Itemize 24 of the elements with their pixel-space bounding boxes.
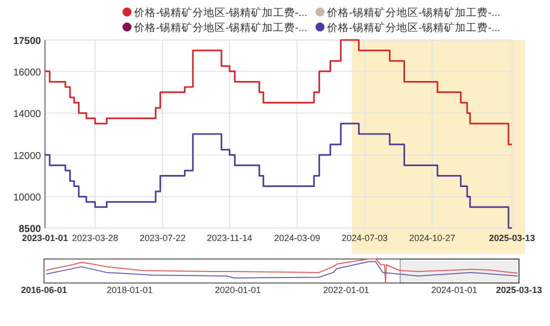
y-tick-label: 10000 — [13, 192, 42, 204]
y-tick-label: 17500 — [13, 36, 42, 47]
y-tick-label: 12000 — [13, 150, 42, 162]
legend-label: 价格-锡精矿分地区-锡精矿加工费-... — [133, 6, 308, 19]
x-tick-label: 2020-01-01 — [214, 285, 261, 295]
x-tick-label: 2023-01-01 — [22, 233, 68, 243]
legend-label: 价格-锡精矿分地区-锡精矿加工费-... — [326, 6, 500, 19]
x-tick-label: 2022-01-01 — [323, 285, 370, 295]
x-tick-label: 2025-03-13 — [496, 285, 542, 295]
legend-label: 价格-锡精矿分地区-锡精矿加工费-... — [326, 21, 500, 34]
y-tick-label: 8500 — [18, 224, 42, 235]
x-tick-label: 2025-03-13 — [488, 233, 536, 243]
x-tick-label: 2024-03-09 — [274, 233, 320, 243]
x-tick-label: 2023-11-14 — [206, 233, 252, 243]
legend-label: 价格-锡精矿分地区-锡精矿加工费-... — [133, 21, 308, 34]
x-tick-label: 2023-07-22 — [140, 233, 186, 243]
x-tick-label: 2018-01-01 — [106, 285, 153, 295]
x-tick-label: 2024-01-01 — [431, 285, 478, 295]
y-tick-label: 16000 — [13, 67, 42, 78]
x-tick-label: 2024-07-03 — [342, 233, 388, 243]
y-tick-label: 14000 — [13, 109, 42, 120]
x-tick-label: 2023-03-28 — [72, 233, 118, 243]
x-tick-label: 2016-06-01 — [20, 285, 68, 295]
x-tick-label: 2024-10-27 — [409, 233, 456, 243]
